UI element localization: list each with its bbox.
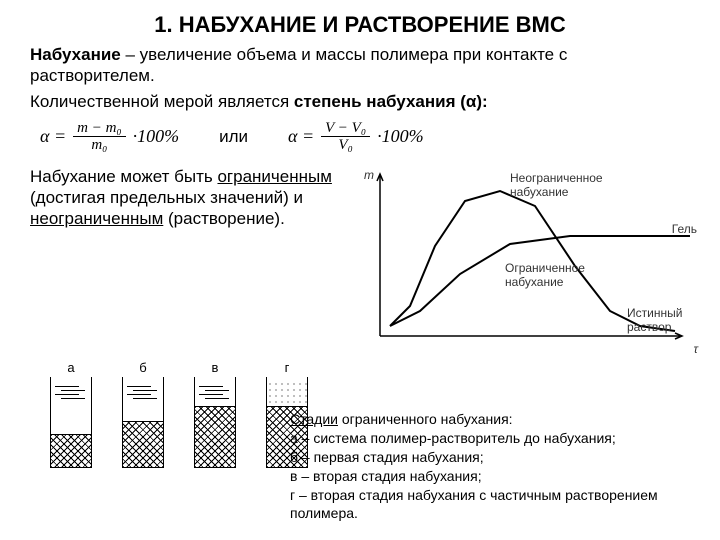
- tube-label: в: [212, 360, 219, 375]
- formula-mass: α = m − m₀ m₀ ·100%: [40, 120, 179, 154]
- definition-para: Набухание – увеличение объема и массы по…: [0, 42, 720, 89]
- swelling-chart: m τ Неограниченное набухание Гель Ограни…: [360, 166, 700, 356]
- mt-e: (растворение).: [163, 209, 285, 228]
- mid-text: Набухание может быть ограниченным (дости…: [30, 166, 350, 356]
- stage-item: в – вторая стадия набухания;: [290, 467, 710, 486]
- tube-б: б: [122, 360, 164, 468]
- formula-vol: α = V − V₀ V₀ ·100%: [288, 120, 424, 154]
- den-m: m₀: [87, 137, 111, 154]
- tube-vessel: [194, 377, 236, 468]
- stages-list: а – система полимер-растворитель до набу…: [290, 429, 710, 523]
- mt-c: (достигая предельных значений) и: [30, 188, 303, 207]
- tube-label: а: [67, 360, 74, 375]
- measure-text-a: Количественной мерой является: [30, 92, 294, 111]
- measure-text-b: степень набухания (α):: [294, 92, 488, 111]
- stage-item: б – первая стадия набухания;: [290, 448, 710, 467]
- tail-m: ·100%: [133, 126, 180, 147]
- eq-v: α =: [288, 126, 314, 147]
- tail-v: ·100%: [377, 126, 424, 147]
- num-v: V − V₀: [321, 120, 370, 138]
- mt-b: ограниченным: [217, 167, 331, 186]
- num-m: m − m₀: [73, 120, 126, 138]
- den-v: V₀: [334, 137, 356, 154]
- tube-в: в: [194, 360, 236, 468]
- tube-label: б: [139, 360, 146, 375]
- stage-item: а – система полимер-растворитель до набу…: [290, 429, 710, 448]
- stages-title2: ограниченного набухания:: [338, 411, 513, 427]
- mt-a: Набухание может быть: [30, 167, 217, 186]
- mt-d: неограниченным: [30, 209, 163, 228]
- tube-vessel: [50, 377, 92, 468]
- label-true-solution: Истинный раствор: [627, 306, 697, 334]
- stages-box: Стадии ограниченного набухания: а – сист…: [290, 410, 710, 523]
- y-axis-label: m: [364, 168, 374, 182]
- eq-m: α =: [40, 126, 66, 147]
- x-axis-label: τ: [694, 342, 699, 356]
- tube-vessel: [122, 377, 164, 468]
- tube-а: а: [50, 360, 92, 468]
- dotted-fill: [267, 381, 307, 403]
- liquid-lines: [195, 383, 235, 401]
- stages-title: Стадии: [290, 411, 338, 427]
- polymer-hatch: [51, 434, 91, 467]
- stage-item: г – вторая стадия набухания с частичным …: [290, 486, 710, 524]
- liquid-lines: [51, 383, 91, 401]
- label-limited: Ограниченное набухание: [505, 261, 605, 289]
- label-unlimited: Неограниченное набухание: [510, 171, 630, 199]
- polymer-hatch: [195, 406, 235, 467]
- polymer-hatch: [123, 421, 163, 467]
- label-gel: Гель: [672, 222, 697, 236]
- formula-row: α = m − m₀ m₀ ·100% или α = V − V₀ V₀ ·1…: [0, 114, 720, 160]
- measure-para: Количественной мерой является степень на…: [0, 89, 720, 114]
- frac-v: V − V₀ V₀: [321, 120, 370, 154]
- tube-label: г: [285, 360, 290, 375]
- page-title: 1. НАБУХАНИЕ И РАСТВОРЕНИЕ ВМС: [0, 0, 720, 42]
- frac-m: m − m₀ m₀: [73, 120, 126, 154]
- or-word: или: [219, 127, 248, 147]
- liquid-lines: [123, 383, 163, 401]
- term: Набухание: [30, 45, 121, 64]
